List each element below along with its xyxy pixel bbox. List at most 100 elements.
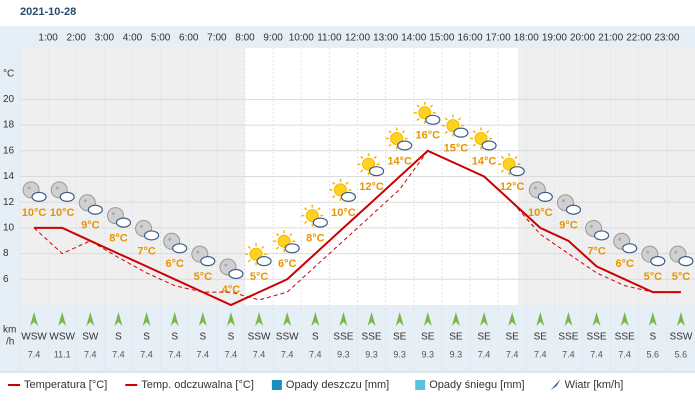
temperature-label: 12°C xyxy=(359,181,384,193)
y-tick-label: 16 xyxy=(3,145,15,156)
x-tick-label: 3:00 xyxy=(95,33,115,44)
cloud xyxy=(87,204,103,215)
feels-like-line xyxy=(33,150,681,301)
sun-ray xyxy=(345,181,349,185)
sun xyxy=(446,119,460,133)
temperature-label: 10°C xyxy=(331,207,356,219)
sun-ray xyxy=(486,130,490,134)
sun xyxy=(362,157,376,171)
sun xyxy=(502,157,516,171)
cloud xyxy=(284,243,300,254)
weather-icon xyxy=(163,232,188,254)
x-tick-label: 9:00 xyxy=(263,33,283,44)
moon-crater xyxy=(646,250,650,254)
sun xyxy=(333,183,347,197)
wind-direction: SE xyxy=(449,332,463,343)
wind-speed: 7.4 xyxy=(590,349,603,359)
wind-speed: 7.4 xyxy=(506,349,519,359)
wind-speed: 9.3 xyxy=(450,349,463,359)
wind-direction: SW xyxy=(82,332,99,343)
sun-ray xyxy=(416,117,420,122)
moon-crater xyxy=(83,199,87,203)
sun-ray xyxy=(500,169,505,173)
x-tick-label: 4:00 xyxy=(123,33,143,44)
weather-icon xyxy=(669,245,694,267)
wind-arrow xyxy=(339,312,348,326)
wind-arrow xyxy=(592,312,601,326)
wind-speed: 5.6 xyxy=(647,349,660,359)
wind-direction: SE xyxy=(393,332,407,343)
wind-direction: SSW xyxy=(248,332,271,343)
wind-speed: 7.4 xyxy=(562,349,575,359)
y-tick-label: 20 xyxy=(3,94,15,105)
moon-crater xyxy=(533,186,537,190)
weather-icon xyxy=(78,194,103,215)
wind-speed: 7.4 xyxy=(168,349,181,359)
wind-arrow xyxy=(451,312,460,326)
wind-direction: S xyxy=(115,332,122,343)
temperature-label: 4°C xyxy=(222,284,241,296)
temperature-label: 14°C xyxy=(472,155,497,167)
sun-ray xyxy=(429,104,434,108)
x-tick-label: 20:00 xyxy=(570,33,595,44)
wind-arrow xyxy=(648,312,657,326)
wind-direction: S xyxy=(171,332,178,343)
grid xyxy=(19,48,695,372)
temperature-label: 16°C xyxy=(416,130,441,142)
y-tick-label: 8 xyxy=(3,248,9,259)
wind-arrow xyxy=(676,312,685,326)
temperature-label: 5°C xyxy=(672,271,691,283)
temperature-label: 10°C xyxy=(22,207,47,219)
sun-ray xyxy=(275,246,280,250)
wind-speed: 7.4 xyxy=(534,349,547,359)
wind-arrow xyxy=(114,312,123,326)
cloud xyxy=(31,191,47,202)
y-tick-label: 18 xyxy=(3,120,15,131)
sun-ray xyxy=(360,155,364,160)
x-tick-label: 23:00 xyxy=(654,33,679,44)
wind-arrow xyxy=(86,312,95,326)
moon-crater xyxy=(168,237,172,241)
left-axis-panel xyxy=(0,26,20,372)
wind-direction: SSE xyxy=(333,332,353,343)
wind-speed: 9.3 xyxy=(422,349,435,359)
cloud xyxy=(565,204,582,215)
wind-direction: WSW xyxy=(21,332,47,343)
cloud xyxy=(368,166,385,177)
y-axis-label: °C xyxy=(3,69,14,80)
sun-ray xyxy=(458,117,462,121)
cloud xyxy=(397,140,413,151)
wind-arrow xyxy=(142,312,151,326)
weather-icon xyxy=(50,181,75,202)
sun-ray xyxy=(472,130,476,134)
x-tick-label: 21:00 xyxy=(598,33,623,44)
wind-speed: 7.4 xyxy=(478,349,491,359)
cloud xyxy=(312,217,328,228)
x-tick-label: 6:00 xyxy=(179,33,199,44)
cloud xyxy=(172,243,188,254)
weather-icon xyxy=(273,230,300,254)
wind-speed: 7.4 xyxy=(112,349,125,359)
wind-direction: SE xyxy=(534,332,548,343)
wind-speed: 7.4 xyxy=(84,349,97,359)
cloud xyxy=(340,191,357,202)
wind-direction: SE xyxy=(506,332,520,343)
cloud xyxy=(537,191,553,202)
wind-speed: 5.6 xyxy=(675,349,688,359)
x-tick-label: 19:00 xyxy=(542,33,567,44)
sun-ray xyxy=(261,245,265,250)
moon-crater xyxy=(196,250,200,254)
x-tick-label: 8:00 xyxy=(235,33,255,44)
wind-arrow xyxy=(30,312,39,326)
wind-direction: SSE xyxy=(362,332,382,343)
date-title: 2021-10-28 xyxy=(20,6,76,18)
weather-icon xyxy=(329,178,357,202)
moon-crater xyxy=(55,186,59,190)
weather-icon xyxy=(106,207,132,228)
sun-ray xyxy=(247,259,251,263)
wind-arrow xyxy=(311,312,320,326)
temperature-label: 7°C xyxy=(587,245,606,257)
x-tick-label: 15:00 xyxy=(429,33,454,44)
wind-direction: SSE xyxy=(615,332,635,343)
weather-icon xyxy=(22,181,47,202)
